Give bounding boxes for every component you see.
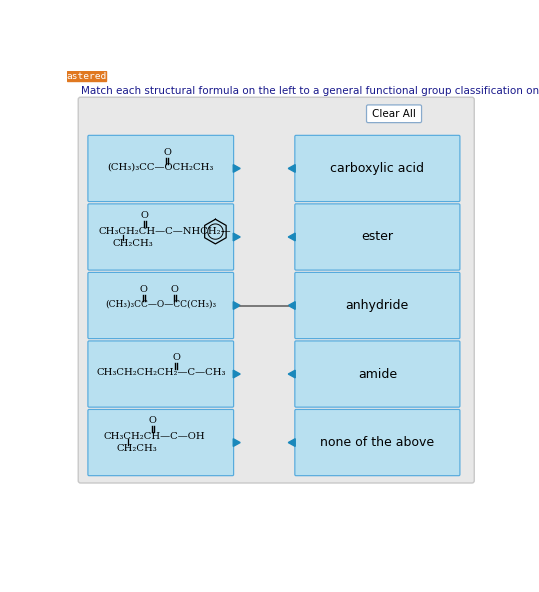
Polygon shape [233, 302, 240, 310]
Text: amide: amide [358, 368, 397, 381]
Text: CH₂CH₃: CH₂CH₃ [117, 444, 158, 453]
Text: O: O [149, 416, 156, 425]
Polygon shape [233, 370, 240, 378]
Text: CH₂CH₃: CH₂CH₃ [112, 239, 153, 249]
Text: (CH₃)₃CC—OCH₂CH₃: (CH₃)₃CC—OCH₂CH₃ [108, 162, 214, 172]
Text: O: O [141, 211, 149, 220]
Text: O: O [163, 148, 171, 157]
Polygon shape [233, 439, 240, 446]
Text: ester: ester [361, 230, 393, 243]
Polygon shape [288, 233, 295, 241]
FancyBboxPatch shape [295, 272, 460, 339]
Text: Clear All: Clear All [372, 109, 416, 119]
Text: CH₃CH₂CH₂CH₂—C—CH₃: CH₃CH₂CH₂CH₂—C—CH₃ [96, 368, 225, 377]
FancyBboxPatch shape [67, 71, 106, 81]
Text: O: O [171, 285, 178, 294]
Text: (CH₃)₃CC—O—CC(CH₃)₃: (CH₃)₃CC—O—CC(CH₃)₃ [105, 300, 216, 308]
FancyBboxPatch shape [88, 341, 233, 407]
Text: anhydride: anhydride [345, 299, 409, 312]
Text: O: O [140, 285, 148, 294]
Polygon shape [288, 370, 295, 378]
Text: O: O [172, 353, 180, 362]
FancyBboxPatch shape [88, 410, 233, 476]
Text: astered: astered [67, 72, 107, 81]
Text: CH₃CH₂CH—C—NHCH₂—: CH₃CH₂CH—C—NHCH₂— [99, 227, 231, 236]
Text: Match each structural formula on the left to a general functional group classifi: Match each structural formula on the lef… [81, 86, 539, 96]
Text: carboxylic acid: carboxylic acid [330, 162, 424, 175]
Polygon shape [288, 165, 295, 172]
FancyBboxPatch shape [88, 204, 233, 270]
FancyBboxPatch shape [295, 410, 460, 476]
FancyBboxPatch shape [367, 105, 421, 123]
Text: CH₃CH₂CH—C—OH: CH₃CH₂CH—C—OH [103, 432, 205, 441]
FancyBboxPatch shape [88, 136, 233, 201]
FancyBboxPatch shape [295, 341, 460, 407]
Polygon shape [288, 439, 295, 446]
Polygon shape [233, 233, 240, 241]
FancyBboxPatch shape [88, 272, 233, 339]
Polygon shape [233, 165, 240, 172]
Polygon shape [288, 302, 295, 310]
FancyBboxPatch shape [295, 136, 460, 201]
FancyBboxPatch shape [78, 97, 474, 483]
Text: none of the above: none of the above [320, 436, 434, 449]
FancyBboxPatch shape [295, 204, 460, 270]
